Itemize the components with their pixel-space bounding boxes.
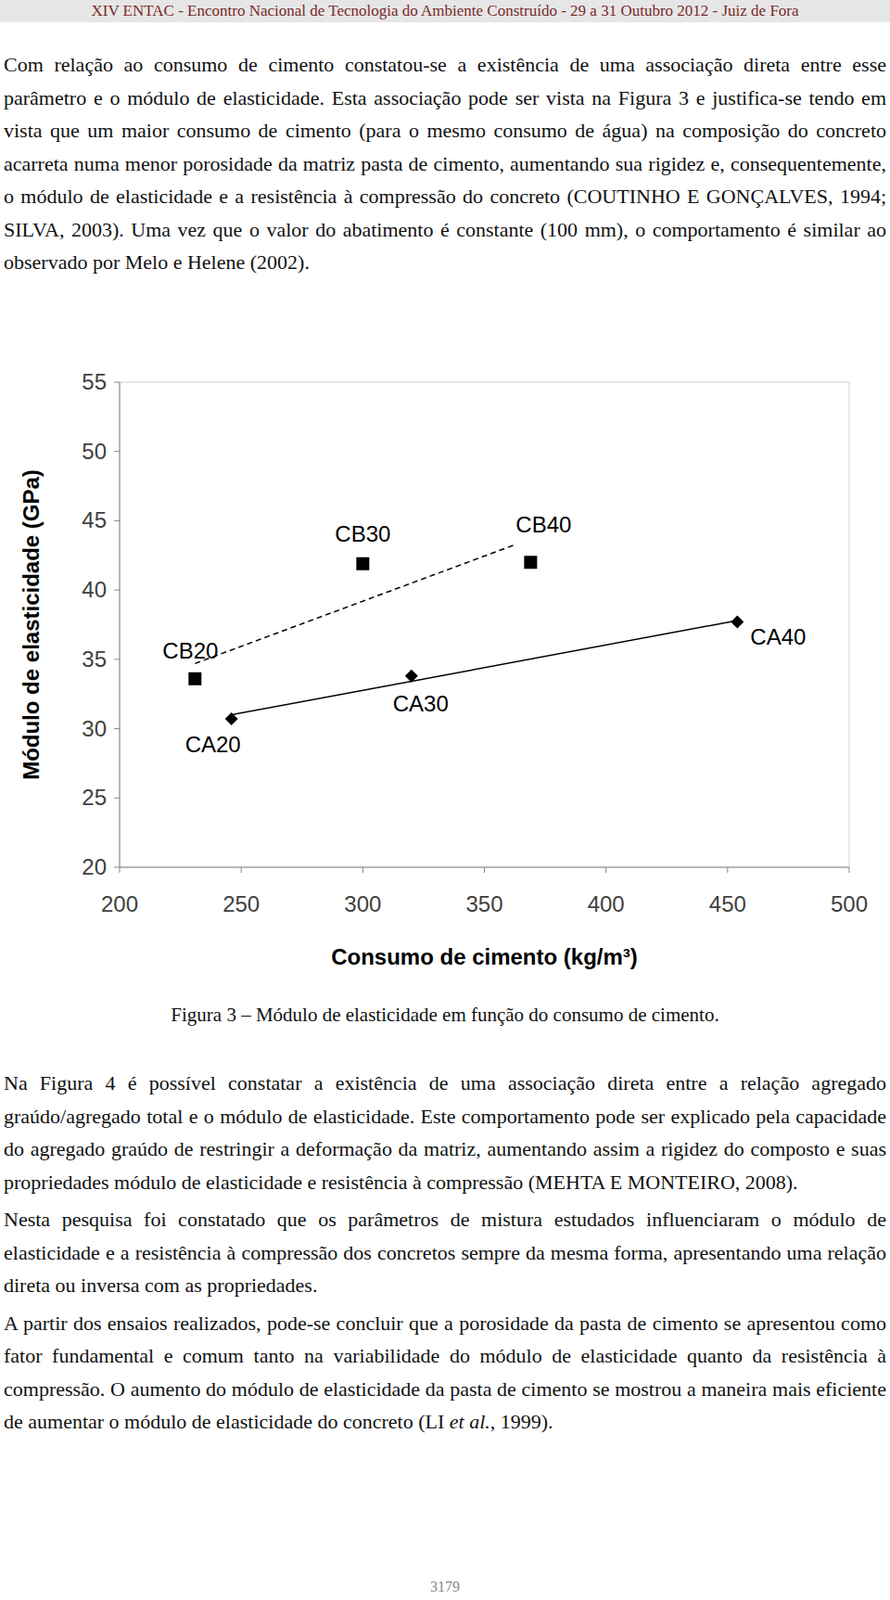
y-axis-title: Módulo de elasticidade (GPa) xyxy=(18,469,44,780)
y-tick xyxy=(114,450,120,452)
point-label: CA20 xyxy=(185,731,242,757)
paragraph: Com relação ao consumo de cimento consta… xyxy=(3,48,887,280)
point-labels: CA20 CA30 CA40 CB20 CB30 CB40 xyxy=(162,511,806,757)
text-block: Na Figura 4 é possível constatar a exist… xyxy=(3,1066,887,1443)
y-tick xyxy=(114,381,120,383)
x-tick xyxy=(362,866,364,873)
x-tick xyxy=(119,866,121,873)
page-number: 3179 xyxy=(0,1577,890,1595)
y-axis xyxy=(119,381,121,867)
y-tick xyxy=(114,866,120,868)
y-tick-label: 55 xyxy=(81,368,107,395)
paragraph: Na Figura 4 é possível constatar a exist… xyxy=(3,1066,887,1198)
x-tick xyxy=(605,866,607,873)
paragraph: Nesta pesquisa foi constatado que os par… xyxy=(3,1202,887,1302)
text-run: , 1999). xyxy=(490,1409,554,1433)
y-tick-label: 30 xyxy=(81,715,107,741)
x-tick-label: 300 xyxy=(343,890,382,916)
point-label: CB20 xyxy=(162,637,218,663)
x-tick xyxy=(241,866,242,873)
x-axis-title: Consumo de cimento (kg/m³) xyxy=(330,943,638,969)
point-square xyxy=(523,555,537,569)
header: XIV ENTAC - Encontro Nacional de Tecnolo… xyxy=(0,0,890,23)
point-square xyxy=(356,557,369,571)
y-tick xyxy=(114,589,120,591)
y-tick xyxy=(114,520,120,522)
x-tick-label: 450 xyxy=(709,890,747,916)
x-tick-label: 350 xyxy=(465,890,503,916)
y-tick-label: 35 xyxy=(81,646,107,672)
caption: Figura 3 – Módulo de elasticidade em fun… xyxy=(0,1003,890,1027)
x-tick-label: 500 xyxy=(830,890,868,916)
text-block: Com relação ao consumo de cimento consta… xyxy=(3,48,887,284)
text-run: et al. xyxy=(449,1409,491,1433)
text-run: A partir dos ensaios realizados, pode-se… xyxy=(3,1310,887,1434)
x-tick-label: 400 xyxy=(587,890,625,916)
plot-frame xyxy=(119,381,850,867)
y-tick-label: 20 xyxy=(81,853,107,879)
text-run: Com relação ao consumo de cimento consta… xyxy=(3,52,887,274)
x-tick-label: 200 xyxy=(101,890,139,916)
x-tick-label: 250 xyxy=(222,890,260,916)
text-run: Nesta pesquisa foi constatado que os par… xyxy=(3,1207,887,1297)
y-tick-label: 40 xyxy=(81,576,107,602)
trend-line xyxy=(194,544,516,664)
paragraph: A partir dos ensaios realizados, pode-se… xyxy=(3,1306,887,1438)
point-label: CB30 xyxy=(334,521,391,547)
y-tick xyxy=(114,797,120,799)
y-tick xyxy=(114,658,120,660)
trend-line xyxy=(231,620,738,715)
point-label: CA40 xyxy=(750,623,806,649)
point-label: CA30 xyxy=(393,690,449,716)
x-tick xyxy=(483,866,485,873)
plot-marks xyxy=(188,544,744,725)
x-tick xyxy=(726,866,728,873)
page: XIV ENTAC - Encontro Nacional de Tecnolo… xyxy=(0,0,890,1600)
point-square xyxy=(188,672,202,686)
y-tick xyxy=(114,727,120,729)
y-tick-label: 45 xyxy=(81,507,107,533)
chart: 20 25 30 35 40 45 50 55 200 250 300 350 400 450 500 Con… xyxy=(0,0,890,1600)
x-tick xyxy=(849,866,851,873)
y-tick-label: 25 xyxy=(81,784,107,810)
point-label: CB40 xyxy=(515,511,572,537)
text-run: Na Figura 4 é possível constatar a exist… xyxy=(3,1070,887,1194)
y-tick-label: 50 xyxy=(81,438,107,464)
